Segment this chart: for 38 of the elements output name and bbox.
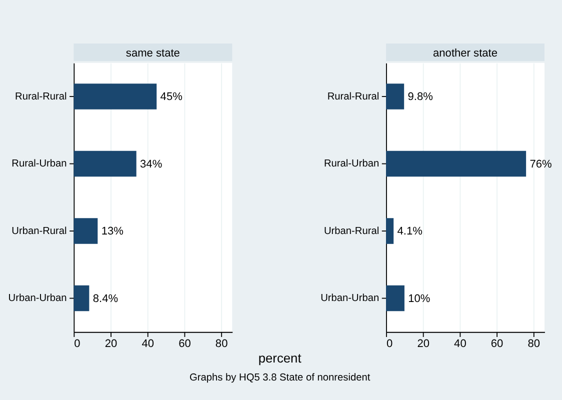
bar — [386, 150, 526, 177]
x-tick-label: 60 — [178, 338, 191, 350]
x-tick-label: 20 — [104, 338, 118, 350]
x-axis-title: percent — [258, 350, 302, 366]
y-tick-label: Urban-Urban — [320, 293, 380, 304]
y-tick-label: Rural-Urban — [12, 158, 67, 170]
y-tick-label: Rural-Rural — [15, 91, 67, 102]
x-tick-label: 60 — [490, 338, 504, 350]
x-tick-label: 80 — [215, 338, 228, 350]
bar — [74, 218, 98, 244]
y-tick-label: Urban-Rural — [324, 226, 380, 237]
x-tick-label: 40 — [454, 338, 466, 350]
x-tick-label: 80 — [528, 338, 540, 350]
y-tick-label: Urban-Rural — [12, 226, 67, 237]
text: Graphs by HQ5 3.8 State of nonresident — [189, 372, 370, 384]
data-label: 34% — [140, 158, 162, 170]
x-tick-label: 0 — [386, 338, 393, 350]
x-tick-label: 0 — [74, 338, 80, 350]
data-label: 13% — [101, 226, 124, 238]
x-tick-label: 40 — [142, 338, 154, 350]
data-label: 10% — [408, 292, 430, 305]
bar — [74, 84, 157, 110]
y-tick-label: Rural-Rural — [327, 91, 380, 102]
bar — [74, 285, 90, 312]
x-tick-label: 20 — [417, 338, 430, 350]
chart-title: same state — [126, 47, 180, 60]
chart-title: another state — [433, 47, 498, 60]
y-tick-label: Urban-Urban — [8, 293, 67, 304]
data-label: 4.1% — [397, 226, 423, 238]
y-tick-label: Rural-Urban — [324, 158, 380, 170]
data-label: 8.4% — [92, 292, 118, 305]
bar — [386, 84, 404, 110]
bar — [386, 285, 404, 312]
bar — [386, 218, 394, 244]
bar — [74, 150, 136, 177]
data-label: 9.8% — [408, 91, 434, 104]
data-label: 76% — [530, 158, 552, 170]
data-label: 45% — [160, 91, 183, 104]
